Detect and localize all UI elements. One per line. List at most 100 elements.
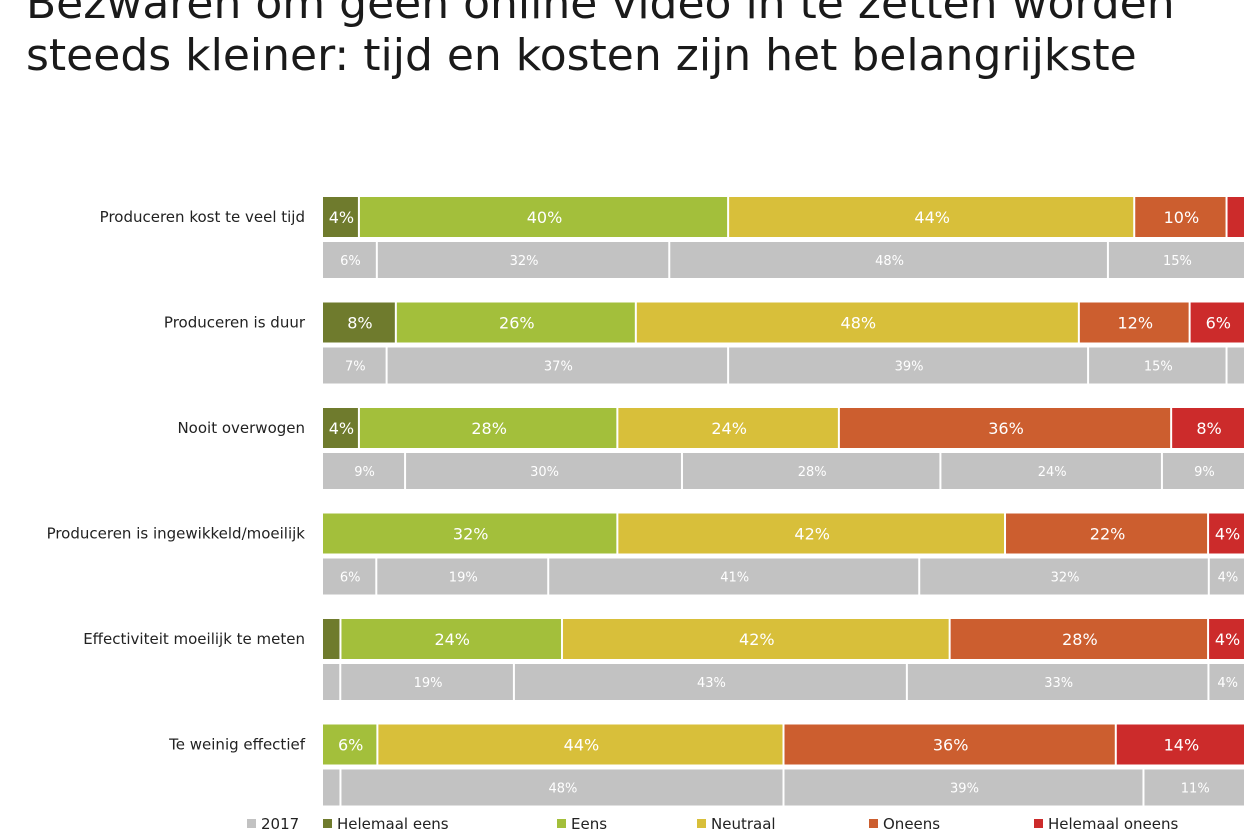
bar2017-label-3-1: 19%: [449, 571, 478, 586]
bar2017-label-3-0: 6%: [340, 571, 361, 586]
bar2017-segment-2-0: [323, 453, 405, 489]
bar2017-segment-2-2: [682, 453, 940, 489]
chart-title: Bezwaren om geen online video in te zett…: [26, 0, 1246, 82]
bar2017-label-1-2: 39%: [895, 360, 924, 375]
category-label-0: Produceren kost te veel tijd: [100, 208, 305, 226]
bar2017-label-0-1: 32%: [510, 254, 539, 269]
legend-label-1: Helemaal eens: [337, 815, 449, 833]
bar2017-segment-5-2: [784, 769, 1143, 806]
bar-label-4-4: 4%: [1215, 630, 1240, 649]
bar-label-5-3: 36%: [933, 736, 969, 755]
bar2017-segment-2-4: [1162, 453, 1244, 489]
bar2017-segment-3-0: [323, 558, 376, 595]
chart-title-line-2: steeds kleiner: tijd en kosten zijn het …: [26, 30, 1137, 81]
bar-segment-0-1: [359, 197, 728, 237]
bar2017-label-2-4: 9%: [1194, 465, 1215, 480]
bar-label-0-2: 44%: [914, 208, 950, 227]
bar-segment-5-1: [323, 724, 377, 765]
bar2017-segment-5-1: [341, 769, 783, 806]
bar2017-segment-4-1: [341, 664, 513, 700]
bar2017-segment-4-3: [907, 664, 1208, 700]
bar-segment-4-3: [950, 619, 1208, 659]
bar-label-0-3: 10%: [1164, 208, 1200, 227]
bar-segment-3-3: [1006, 513, 1208, 554]
category-label-3: Produceren is ingewikkeld/moeilijk: [47, 525, 306, 543]
bar-segment-0-3: [1135, 197, 1226, 237]
bar-segment-4-4: [1209, 619, 1244, 659]
bar-label-2-2: 24%: [711, 419, 747, 438]
bar-segment-1-0: [323, 302, 395, 343]
category-label-5: Te weinig effectief: [168, 736, 306, 754]
bar2017-segment-0-3: [1108, 242, 1244, 278]
bar-label-3-3: 22%: [1090, 525, 1126, 544]
legend-swatch-2: [557, 819, 566, 828]
chart-title-line-1: Bezwaren om geen online video in te zett…: [26, 0, 1175, 29]
bar-label-0-0: 4%: [329, 208, 354, 227]
bar-label-1-2: 48%: [841, 314, 877, 333]
bar-segment-0-2: [729, 197, 1134, 237]
bar2017-label-2-2: 28%: [798, 465, 827, 480]
bar-segment-2-4: [1172, 408, 1244, 448]
bar-segment-5-3: [784, 724, 1115, 765]
bar2017-label-4-3: 33%: [1044, 676, 1073, 691]
bar-segment-0-0: [323, 197, 358, 237]
bar2017-label-2-1: 30%: [530, 465, 559, 480]
bar-segment-3-2: [618, 513, 1005, 554]
category-label-1: Produceren is duur: [164, 314, 306, 332]
bar2017-label-0-0: 6%: [340, 254, 361, 269]
bar-label-2-3: 36%: [988, 419, 1024, 438]
bar-label-3-1: 32%: [453, 525, 489, 544]
bar-label-1-0: 8%: [347, 314, 372, 333]
category-label-4: Effectiviteit moeilijk te meten: [83, 630, 305, 648]
bar2017-segment-4-0: [323, 664, 340, 700]
bar2017-label-5-1: 48%: [549, 782, 578, 797]
bar-segment-4-2: [562, 619, 949, 659]
bar2017-label-0-3: 15%: [1163, 254, 1192, 269]
bar-segment-3-1: [323, 513, 617, 554]
legend-label-0: 2017: [261, 815, 299, 833]
bar-label-5-4: 14%: [1164, 736, 1200, 755]
bar-label-3-4: 4%: [1215, 525, 1240, 544]
bar2017-label-4-4: 4%: [1217, 676, 1238, 691]
bar2017-segment-4-4: [1209, 664, 1244, 700]
bar-segment-3-4: [1209, 513, 1244, 554]
bar2017-segment-5-3: [1144, 769, 1244, 806]
bar2017-segment-3-4: [1209, 558, 1244, 595]
bar-segment-1-1: [396, 302, 635, 343]
legend-swatch-3: [697, 819, 706, 828]
bar-label-1-4: 6%: [1206, 314, 1231, 333]
bar-segment-2-1: [359, 408, 617, 448]
bar2017-label-3-2: 41%: [720, 571, 749, 586]
legend-swatch-0: [247, 819, 256, 828]
bar2017-segment-0-1: [377, 242, 669, 278]
bar2017-label-1-1: 37%: [544, 360, 573, 375]
bar2017-label-1-3: 15%: [1144, 360, 1173, 375]
bar-segment-1-3: [1079, 302, 1189, 343]
bar-label-2-1: 28%: [471, 419, 507, 438]
bar-segment-0-4: [1227, 197, 1244, 237]
bar2017-segment-1-2: [729, 347, 1088, 384]
bar2017-segment-3-1: [377, 558, 548, 595]
bar-segment-5-4: [1116, 724, 1244, 765]
bar-label-1-3: 12%: [1117, 314, 1153, 333]
bar-label-4-1: 24%: [434, 630, 470, 649]
bar-label-5-1: 6%: [338, 736, 363, 755]
bar-segment-4-1: [341, 619, 561, 659]
bar2017-label-4-1: 19%: [414, 676, 443, 691]
legend-swatch-1: [323, 819, 332, 828]
bar2017-segment-4-2: [514, 664, 906, 700]
bar-label-5-2: 44%: [564, 736, 600, 755]
bar2017-segment-1-3: [1089, 347, 1226, 384]
bar2017-label-5-3: 11%: [1181, 782, 1210, 797]
legend-swatch-5: [1034, 819, 1043, 828]
bar-label-1-1: 26%: [499, 314, 535, 333]
legend-label-3: Neutraal: [711, 815, 776, 833]
bar2017-segment-1-4: [1227, 347, 1244, 384]
bar2017-segment-3-3: [920, 558, 1208, 595]
bar2017-segment-5-0: [323, 769, 340, 806]
bar-segment-2-0: [323, 408, 358, 448]
bar2017-segment-3-2: [549, 558, 919, 595]
bar2017-segment-2-1: [406, 453, 681, 489]
bar2017-segment-0-2: [670, 242, 1107, 278]
